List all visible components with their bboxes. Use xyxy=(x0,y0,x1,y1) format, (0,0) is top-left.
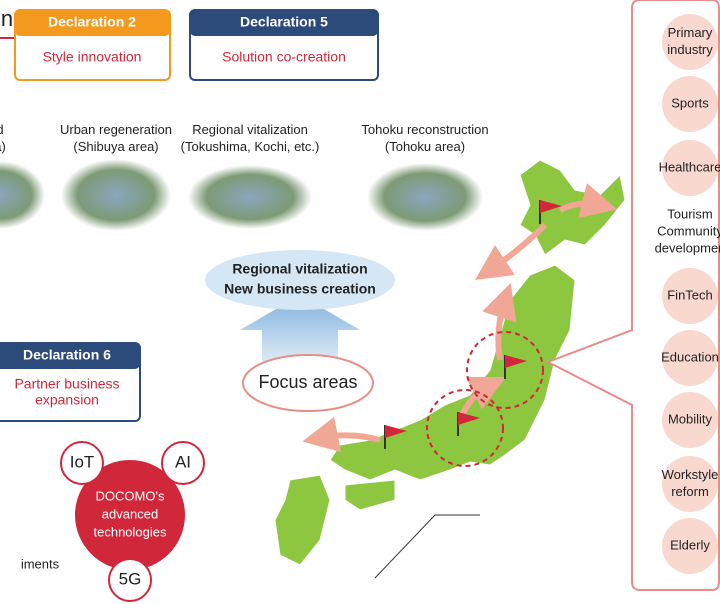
region-label: (Tokushima, Kochi, etc.) xyxy=(181,139,320,154)
title-fragment: n xyxy=(1,6,13,31)
field-label: Education xyxy=(661,349,719,364)
field-label: Community xyxy=(657,223,720,238)
shikoku xyxy=(345,480,395,510)
declaration-body: expansion xyxy=(35,392,99,408)
field-label: Workstyle xyxy=(662,467,719,482)
declaration-header: Declaration 6 xyxy=(23,347,111,363)
tech-center-text: technologies xyxy=(94,524,167,539)
field-label: Mobility xyxy=(668,411,713,426)
diagram: n Declaration 2 Style innovation Declaratio… xyxy=(0,0,720,604)
footnote-fragment: iments xyxy=(21,556,60,571)
tech-label: IoT xyxy=(70,452,95,471)
tech-center-text: advanced xyxy=(102,506,158,521)
tech-label: 5G xyxy=(119,569,142,588)
focus-text: Focus areas xyxy=(258,372,357,392)
photo xyxy=(0,161,45,229)
field-label: Healthcare xyxy=(659,159,720,174)
region-label: (Tohoku area) xyxy=(385,139,465,154)
field-label: industry xyxy=(667,42,713,57)
arrow xyxy=(320,435,380,440)
field-label: Tourism xyxy=(667,206,713,221)
field-label: FinTech xyxy=(667,287,713,302)
photo xyxy=(367,163,483,231)
declaration-body: Partner business xyxy=(14,376,119,392)
field-label: Sports xyxy=(671,95,709,110)
region-label: Tohoku reconstruction xyxy=(361,122,488,137)
field-label: Elderly xyxy=(670,537,710,552)
kyushu xyxy=(275,475,330,565)
goal-text: New business creation xyxy=(224,281,376,297)
region-label: Urban regeneration xyxy=(60,122,172,137)
declaration-header: Declaration 2 xyxy=(48,14,136,30)
field-label: reform xyxy=(671,484,709,499)
field-label: Primary xyxy=(668,25,713,40)
tech-label: AI xyxy=(175,452,191,471)
region-label: a) xyxy=(0,139,6,154)
inset-line xyxy=(375,515,480,578)
declaration-body: Style innovation xyxy=(43,49,142,65)
declaration-body: Solution co-creation xyxy=(222,49,346,65)
photo xyxy=(61,159,171,231)
declaration-header: Declaration 5 xyxy=(240,14,328,30)
tech-center-text: DOCOMO's xyxy=(96,488,165,503)
region-label: d xyxy=(0,122,4,137)
region-label: (Shibuya area) xyxy=(73,139,158,154)
region-label: Regional vitalization xyxy=(192,122,308,137)
arrow xyxy=(490,225,545,270)
field-label: developmen xyxy=(655,240,720,255)
photo xyxy=(188,165,312,229)
goal-text: Regional vitalization xyxy=(232,261,367,277)
